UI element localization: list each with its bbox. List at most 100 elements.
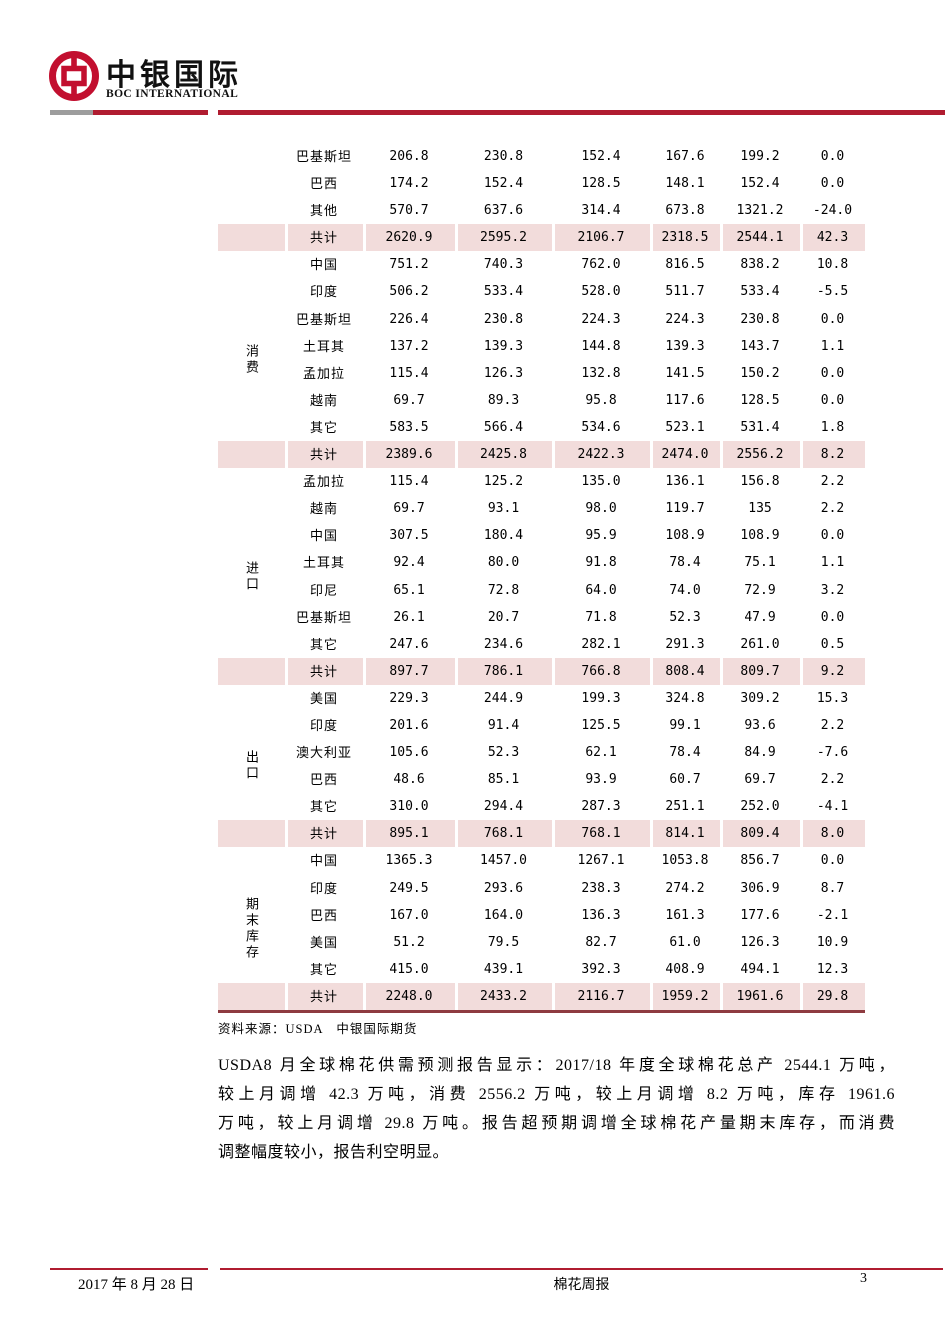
value-cell: 261.0	[740, 636, 780, 652]
row-group-label: 消费	[244, 343, 259, 376]
value-cell: 306.9	[740, 880, 780, 896]
table-row: 其它 247.6 234.6 282.1 291.3 261.0 0.5	[218, 631, 865, 658]
paragraph-line: 调整幅度较小，报告利空明显。	[218, 1144, 450, 1161]
table-section: 消费 中国 751.2 740.3 762.0 816.5 838.2 10.8 印度 506.2…	[218, 251, 865, 469]
value-cell: 307.5	[389, 528, 429, 544]
group-cell	[218, 143, 285, 170]
group-cell	[218, 197, 285, 224]
table-row: 巴西 174.2 152.4 128.5 148.1 152.4 0.0	[218, 170, 865, 197]
value-cell: 71.8	[585, 609, 617, 625]
group-cell	[218, 414, 285, 441]
value-cell: 814.1	[650, 820, 720, 847]
group-cell	[218, 387, 285, 414]
value-cell: 119.7	[665, 501, 705, 517]
table-row: 其它 583.5 566.4 534.6 523.1 531.4 1.8	[218, 414, 865, 441]
value-cell: 152.4	[740, 176, 780, 192]
value-cell: 201.6	[389, 717, 429, 733]
table-row: 土耳其 92.4 80.0 91.8 78.4 75.1 1.1	[218, 549, 865, 576]
value-cell: 408.9	[665, 961, 705, 977]
value-cell: 2595.2	[455, 224, 552, 251]
value-cell: 29.8	[800, 983, 865, 1010]
row-group-label: 期末库存	[244, 896, 259, 961]
value-cell: 12.3	[816, 961, 849, 977]
value-cell: 230.8	[483, 149, 524, 164]
value-cell: 570.7	[389, 203, 429, 219]
value-cell: 108.9	[665, 528, 705, 544]
group-cell	[218, 793, 285, 820]
value-cell: -5.5	[816, 284, 849, 300]
value-cell: 1959.2	[650, 983, 720, 1010]
value-cell: 229.3	[389, 690, 429, 706]
value-cell: 152.4	[581, 149, 621, 164]
value-cell: 72.8	[487, 582, 520, 598]
value-cell: 132.8	[581, 365, 621, 381]
value-cell: 115.4	[389, 365, 429, 381]
table-row: 巴西 167.0 164.0 136.3 161.3 177.6 -2.1	[218, 902, 865, 929]
value-cell: 156.8	[740, 474, 780, 490]
value-cell: 2.2	[820, 772, 845, 788]
table-section: 进口 孟加拉 115.4 125.2 135.0 136.1 156.8 2.2 越南 69.7 9…	[218, 468, 865, 685]
value-cell: 534.6	[581, 419, 621, 435]
value-cell: 0.0	[820, 392, 845, 408]
value-cell: 80.0	[487, 555, 520, 571]
group-cell	[218, 441, 285, 468]
value-cell: 809.7	[720, 658, 800, 685]
value-cell: 167.0	[389, 907, 429, 923]
value-cell: 167.6	[665, 149, 705, 164]
value-cell: 838.2	[740, 257, 780, 273]
value-cell: 2474.0	[650, 441, 720, 468]
value-cell: 2422.3	[552, 441, 650, 468]
value-cell: 768.1	[552, 820, 650, 847]
value-cell: 224.3	[665, 311, 705, 327]
value-cell: 2248.0	[363, 983, 455, 1010]
value-cell: 125.5	[581, 717, 621, 733]
country-cell: 巴基斯坦	[295, 149, 352, 164]
country-cell: 巴西	[309, 176, 338, 192]
value-cell: 199.3	[581, 690, 621, 706]
table-section: 出口 美国 229.3 244.9 199.3 324.8 309.2 15.3 印度 201.6…	[218, 685, 865, 848]
value-cell: 126.3	[740, 934, 780, 950]
country-cell: 孟加拉	[302, 474, 345, 490]
value-cell: 1.1	[820, 555, 845, 571]
header-rule-gray-segment	[50, 110, 93, 115]
table-row: 土耳其 137.2 139.3 144.8 139.3 143.7 1.1	[218, 333, 865, 360]
value-cell: 69.7	[393, 392, 425, 408]
usda-table: 巴基斯坦 206.8 230.8 152.4 167.6 199.2 0.0 巴西 174.2 1…	[218, 143, 865, 1013]
country-cell: 共计	[285, 658, 363, 685]
value-cell: 274.2	[665, 880, 705, 896]
paragraph-line: 万吨，较上月调增 29.8 万吨。报告超预期调增全球棉花产量期末库存，而消费	[218, 1115, 895, 1132]
value-cell: 82.7	[585, 934, 617, 950]
value-cell: 74.0	[669, 582, 701, 598]
value-cell: 637.6	[483, 203, 524, 219]
paragraph-line: USDA8 月全球棉花供需预测报告显示：2017/18 年度全球棉花总产 254…	[218, 1057, 895, 1074]
value-cell: 230.8	[483, 311, 524, 327]
country-cell: 印度	[309, 880, 338, 896]
footer-report-title: 棉花周报	[553, 1278, 610, 1293]
table-row: 印尼 65.1 72.8 64.0 74.0 72.9 3.2	[218, 577, 865, 604]
country-cell: 巴基斯坦	[295, 311, 352, 327]
country-cell: 巴基斯坦	[295, 609, 352, 625]
value-cell: 152.4	[483, 176, 524, 192]
value-cell: 98.0	[585, 501, 617, 517]
country-cell: 中国	[309, 257, 338, 273]
value-cell: 0.5	[820, 636, 845, 652]
value-cell: 48.6	[393, 772, 425, 788]
group-cell	[218, 847, 285, 874]
value-cell: 2556.2	[720, 441, 800, 468]
value-cell: 310.0	[389, 799, 429, 815]
row-group-label: 进口	[244, 560, 259, 593]
group-cell	[218, 820, 285, 847]
logo-english-name: BOC INTERNATIONAL	[106, 88, 239, 100]
value-cell: 856.7	[740, 853, 780, 869]
value-cell: 230.8	[740, 311, 780, 327]
value-cell: 439.1	[483, 961, 524, 977]
value-cell: -24.0	[812, 203, 853, 219]
country-cell: 其它	[309, 799, 338, 815]
value-cell: 0.0	[820, 311, 845, 327]
value-cell: 1321.2	[736, 203, 784, 219]
value-cell: 177.6	[740, 907, 780, 923]
group-cell	[218, 712, 285, 739]
value-cell: 2106.7	[552, 224, 650, 251]
country-cell: 共计	[285, 820, 363, 847]
value-cell: 528.0	[581, 284, 621, 300]
